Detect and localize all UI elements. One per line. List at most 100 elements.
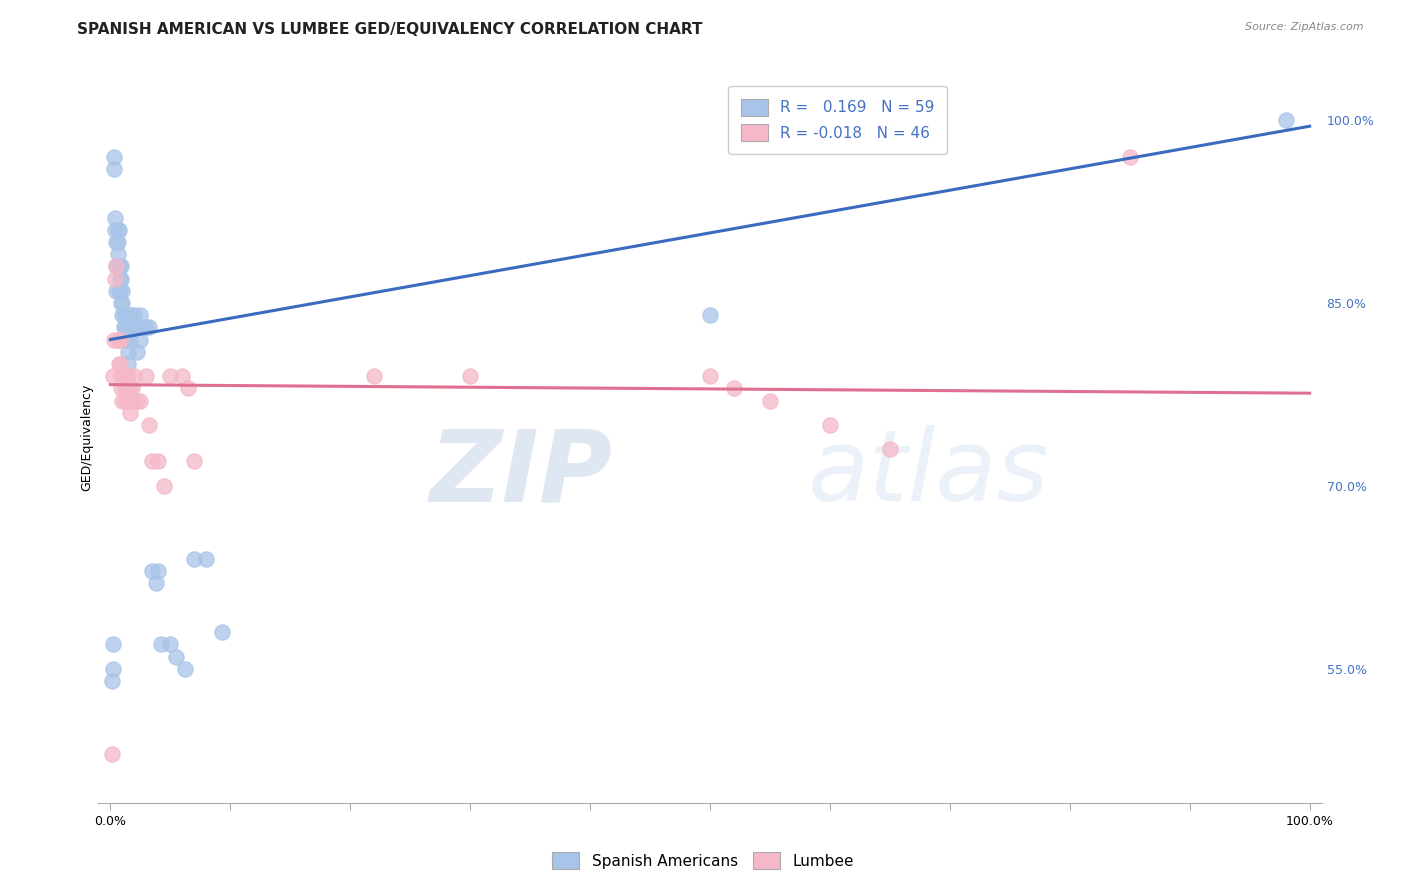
Point (107, 247, 129, 261)
Point (101, 637, 124, 651)
Point (124, 308, 146, 322)
Point (107, 223, 129, 237)
Point (879, 442, 901, 457)
Point (107, 333, 129, 347)
Point (138, 320, 160, 334)
Point (108, 284, 129, 298)
Point (117, 369, 139, 384)
Point (122, 320, 145, 334)
Point (118, 333, 141, 347)
Point (124, 369, 146, 384)
Point (135, 369, 157, 384)
Point (121, 381, 143, 395)
Point (759, 393, 782, 408)
Point (148, 454, 170, 468)
Point (108, 260, 129, 274)
Point (105, 235, 128, 249)
Point (108, 284, 131, 298)
Point (159, 369, 181, 384)
Point (108, 357, 131, 371)
Point (104, 271, 127, 285)
Point (173, 662, 195, 676)
Point (115, 369, 138, 384)
Point (101, 369, 124, 384)
Point (104, 211, 127, 225)
Point (108, 260, 131, 274)
Point (111, 296, 134, 310)
Text: Source: ZipAtlas.com: Source: ZipAtlas.com (1246, 22, 1364, 32)
Point (127, 320, 149, 334)
Point (115, 369, 138, 384)
Point (129, 308, 152, 322)
Point (363, 369, 385, 384)
Point (110, 296, 132, 310)
Point (103, 150, 125, 164)
Point (458, 369, 481, 384)
Point (108, 223, 129, 237)
Point (105, 260, 128, 274)
Point (114, 308, 136, 322)
Point (111, 308, 134, 322)
Point (114, 393, 136, 408)
Point (177, 381, 200, 395)
Point (107, 235, 129, 249)
Point (165, 649, 187, 664)
Point (183, 454, 205, 468)
Point (117, 357, 139, 371)
Point (195, 552, 218, 566)
Point (118, 406, 141, 420)
Point (104, 223, 127, 237)
Point (103, 161, 125, 176)
Point (103, 333, 125, 347)
Point (145, 576, 167, 591)
Point (115, 333, 138, 347)
Text: atlas: atlas (808, 425, 1049, 522)
Point (211, 625, 233, 640)
Legend: Spanish Americans, Lumbee: Spanish Americans, Lumbee (546, 846, 860, 875)
Point (110, 260, 132, 274)
Point (108, 271, 131, 285)
Point (110, 271, 132, 285)
Text: ZIP: ZIP (429, 425, 612, 522)
Point (105, 260, 128, 274)
Point (101, 662, 124, 676)
Point (818, 417, 841, 432)
Point (117, 393, 139, 408)
Point (118, 308, 141, 322)
Point (135, 320, 157, 334)
Point (112, 320, 135, 334)
Point (118, 381, 141, 395)
Point (153, 479, 176, 493)
Point (110, 381, 132, 395)
Point (114, 320, 136, 334)
Point (112, 308, 135, 322)
Point (115, 320, 138, 334)
Point (108, 333, 131, 347)
Point (132, 320, 155, 334)
Point (149, 637, 172, 651)
Point (159, 637, 181, 651)
Point (125, 393, 148, 408)
Point (1274, 113, 1296, 128)
Point (723, 381, 745, 395)
Point (125, 344, 148, 359)
Point (105, 284, 128, 298)
Point (183, 552, 205, 566)
Point (108, 357, 129, 371)
Point (129, 393, 152, 408)
Point (138, 417, 160, 432)
Text: SPANISH AMERICAN VS LUMBEE GED/EQUIVALENCY CORRELATION CHART: SPANISH AMERICAN VS LUMBEE GED/EQUIVALEN… (77, 22, 703, 37)
Point (141, 564, 163, 578)
Point (120, 308, 142, 322)
Legend: R =   0.169   N = 59, R = -0.018   N = 46: R = 0.169 N = 59, R = -0.018 N = 46 (728, 87, 948, 153)
Point (111, 369, 134, 384)
Y-axis label: GED/Equivalency: GED/Equivalency (80, 384, 93, 491)
Point (100, 673, 122, 688)
Point (1119, 150, 1142, 164)
Point (122, 393, 145, 408)
Point (148, 564, 170, 578)
Point (108, 333, 129, 347)
Point (129, 333, 152, 347)
Point (110, 369, 132, 384)
Point (699, 369, 721, 384)
